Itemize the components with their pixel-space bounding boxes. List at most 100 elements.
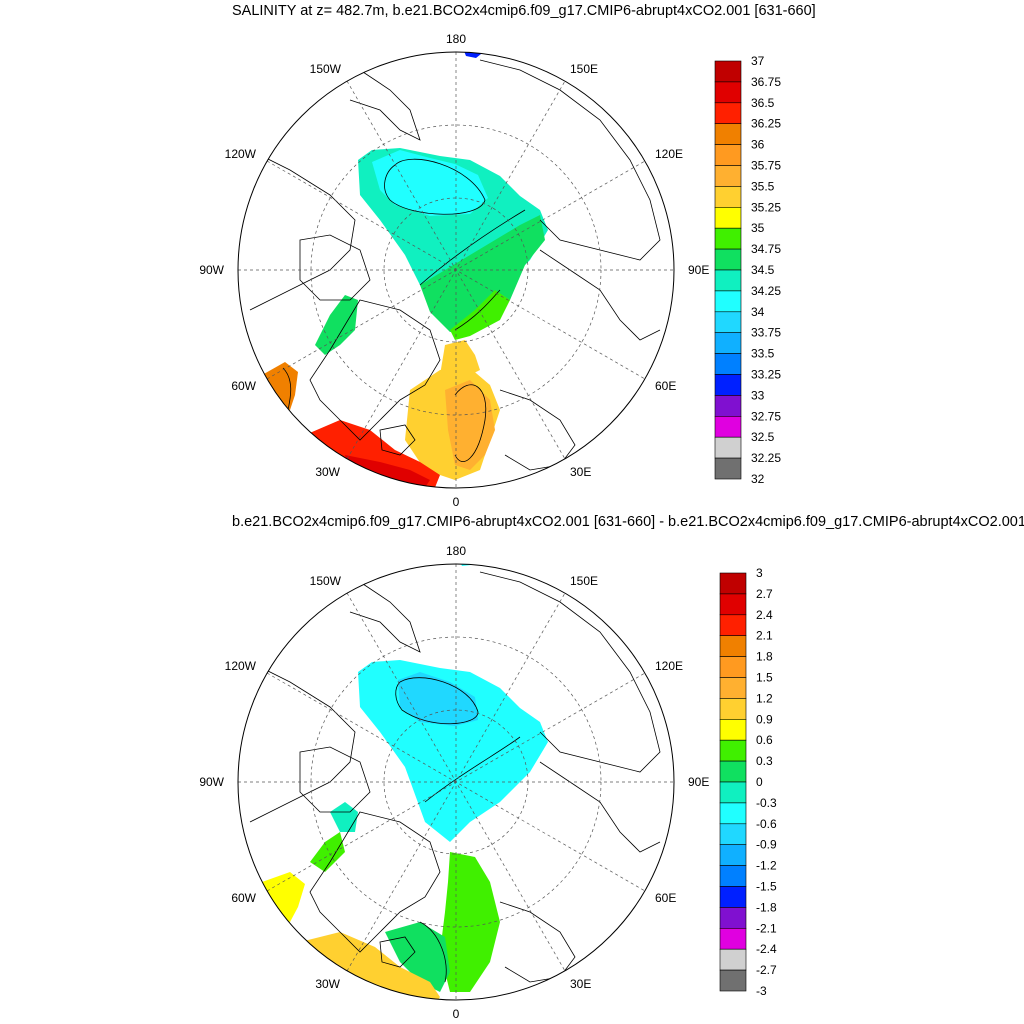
colorbar-label: -2.7 [756,963,777,977]
coastline-eurasia [479,571,661,773]
lon-label-150e: 150E [570,62,598,76]
colorbar-label: 36.75 [751,75,781,89]
lon-label-120e: 120E [655,659,683,673]
lon-label-0: 0 [453,1007,460,1021]
lon-label-30e: 30E [570,465,591,479]
coastline-greenland [309,299,441,441]
colorbar-swatch [719,719,747,741]
coastlines [249,59,661,471]
colorbar-swatch [719,572,747,595]
colorbar-label: 34 [751,305,765,319]
contour-lines [395,677,521,983]
coastlines [249,571,661,983]
lon-label-150w: 150W [310,62,342,76]
contour-lines [282,158,526,462]
meridian-120-300 [266,672,646,892]
colorbar-swatch [714,457,742,480]
field-region-baffin [315,295,358,355]
lon-label-90w: 90W [199,263,224,277]
colorbar-swatch [714,123,742,145]
colorbar-label: 0.3 [756,754,773,768]
coastline-siberia [539,761,661,853]
coastline-north-america [249,661,356,823]
colorbar-swatch [719,907,747,929]
colorbar-swatch [714,353,742,375]
field-region-fresh-core [372,150,488,216]
lon-label-30w: 30W [315,465,340,479]
colorbar-label: 2.4 [756,608,773,622]
colorbar-swatch [719,844,747,866]
colorbar-label: -0.6 [756,817,777,831]
colorbar-label: 0.6 [756,733,773,747]
colorbar-swatch [714,395,742,417]
field-region-baffin-green [310,832,345,872]
bottom-panel-title: b.e21.BCO2x4cmip6.f09_g17.CMIP6-abrupt4x… [232,514,1024,530]
colorbar-swatch [714,186,742,208]
colorbar-swatch [719,698,747,720]
lon-label-150w: 150W [310,574,342,588]
contour-line [384,158,486,215]
colorbar-label: 2.1 [756,629,773,643]
lon-label-90e: 90E [688,775,709,789]
colorbar-label: 34.75 [751,242,781,256]
colorbar-label: -0.3 [756,796,777,810]
lon-label-150e: 150E [570,574,598,588]
colorbar-swatch [714,144,742,166]
contour-line [454,384,487,462]
colorbar-label: 36 [751,138,765,152]
map-boundary-circle [237,51,675,489]
colorbar-swatch [714,81,742,104]
colorbar-label: -2.4 [756,942,777,956]
colorbar-swatch [719,969,747,992]
colorbar-swatch [719,677,747,699]
colorbar-label: -1.5 [756,880,777,894]
contour-line [419,921,447,983]
colorbar-swatch [719,593,747,616]
colorbar-label: 35 [751,221,765,235]
longitude-labels: 180 150E 120E 90E 60E 30E 0 30W 60W 90W … [199,32,709,509]
colorbar-label: 32.75 [751,409,781,423]
lon-label-60e: 60E [655,379,676,393]
colorbar-label: 1.2 [756,691,773,705]
colorbar-swatch [714,311,742,333]
colorbar-swatch [719,760,747,783]
colorbar-swatch [714,415,742,438]
contour-line [454,289,501,331]
colorbar-label: 35.25 [751,200,781,214]
colorbar-swatch [719,802,747,825]
lon-label-60w: 60W [231,891,256,905]
contour-line [424,736,521,803]
colorbar-label: 2.7 [756,587,773,601]
colorbar-swatch [719,927,747,950]
colorbar-swatch [719,635,747,657]
colorbar-label: 32 [751,472,765,486]
contour-line [419,209,526,286]
colorbar-swatch [714,374,742,396]
colorbar-label: 32.5 [751,430,775,444]
colorbar-swatch [719,823,747,845]
coastline-iceland [379,424,416,456]
field-region-nordic-orange [445,380,495,470]
colorbar-label: 33.25 [751,368,781,382]
lon-label-180: 180 [446,544,466,558]
top-panel-title: SALINITY at z= 482.7m, b.e21.BCO2x4cmip6… [232,3,816,19]
colorbar-swatch [719,865,747,887]
coastline-greenland [309,811,441,953]
colorbar-swatch [714,269,742,292]
lon-label-120e: 120E [655,147,683,161]
colorbar-label: 1.8 [756,650,773,664]
lon-label-30e: 30E [570,977,591,991]
colorbar-label: 0.9 [756,712,773,726]
coastline-scandinavia [499,901,576,983]
colorbar-label: 36.25 [751,117,781,131]
contour-line [282,367,292,411]
coastline-north-america [249,149,356,311]
colorbar-swatch [714,60,742,83]
coastline-alaska [349,581,421,653]
field-region-labrador [262,362,298,410]
colorbar-label: -1.8 [756,900,777,914]
colorbar-swatch [719,614,747,637]
lon-label-180: 180 [446,32,466,46]
coastline-eurasia [479,59,661,261]
colorbar-label: 3 [756,566,763,580]
